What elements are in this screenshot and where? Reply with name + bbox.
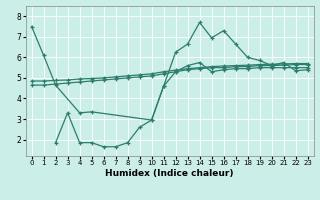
X-axis label: Humidex (Indice chaleur): Humidex (Indice chaleur) <box>105 169 234 178</box>
